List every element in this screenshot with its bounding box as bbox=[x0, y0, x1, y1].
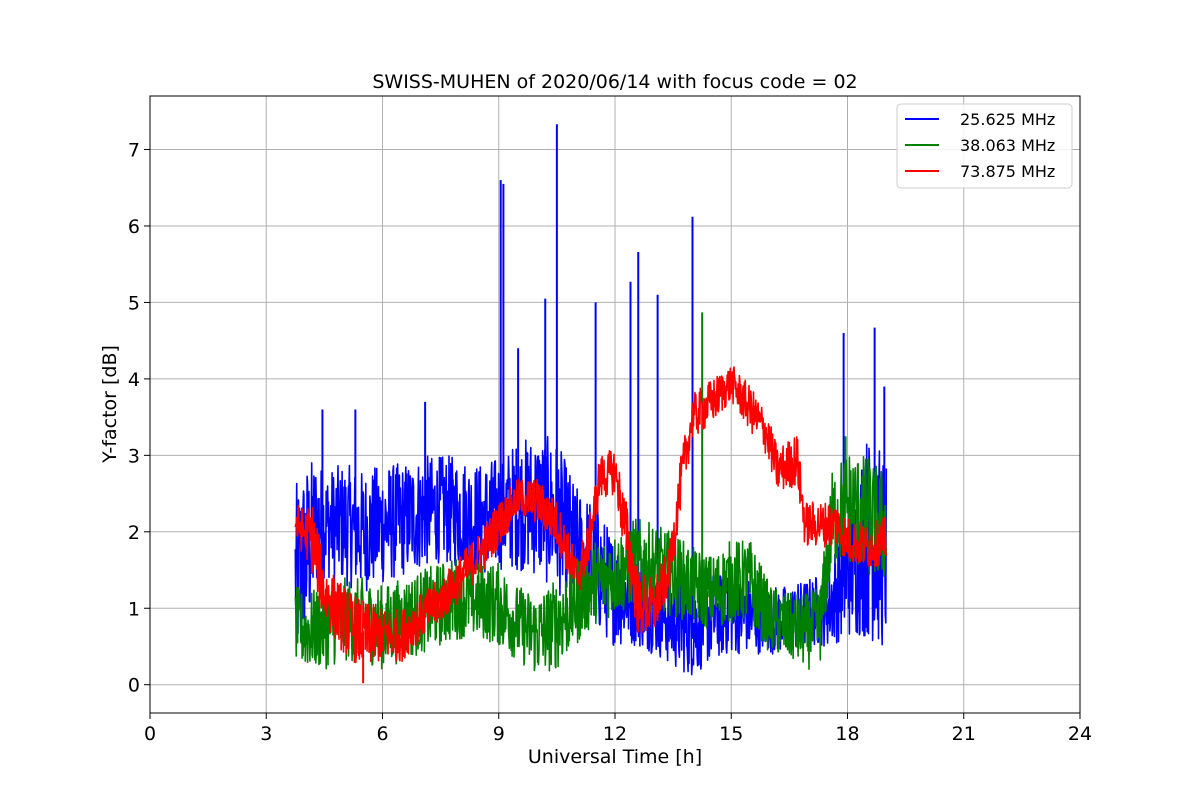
y-tick-label: 5 bbox=[128, 292, 140, 314]
legend-box bbox=[896, 103, 1073, 189]
x-axis-label: Universal Time [h] bbox=[528, 746, 702, 768]
legend: 25.625 MHz 38.063 MHz 73.875 MHz bbox=[896, 103, 1073, 189]
plot-area bbox=[294, 124, 888, 684]
chart-title: SWISS-MUHEN of 2020/06/14 with focus cod… bbox=[372, 71, 857, 93]
legend-label: 73.875 MHz bbox=[960, 162, 1055, 181]
x-tick-label: 15 bbox=[719, 723, 743, 745]
y-tick-label: 4 bbox=[128, 369, 140, 391]
x-tick-label: 24 bbox=[1068, 723, 1092, 745]
x-tick-label: 0 bbox=[144, 723, 156, 745]
y-axis: 0 1 2 3 4 5 6 7 bbox=[128, 140, 150, 697]
x-tick-label: 18 bbox=[835, 723, 859, 745]
x-tick-label: 3 bbox=[260, 723, 272, 745]
legend-label: 25.625 MHz bbox=[960, 110, 1055, 129]
x-tick-label: 21 bbox=[952, 723, 976, 745]
series-2 bbox=[294, 366, 888, 684]
x-axis: 0 3 6 9 12 15 18 21 24 bbox=[144, 713, 1092, 745]
x-tick-label: 9 bbox=[493, 723, 505, 745]
y-tick-label: 6 bbox=[128, 216, 140, 238]
y-tick-label: 7 bbox=[128, 140, 140, 162]
x-tick-label: 12 bbox=[603, 723, 627, 745]
y-tick-label: 0 bbox=[128, 675, 140, 697]
y-axis-label: Y-factor [dB] bbox=[99, 345, 121, 464]
series-line bbox=[294, 366, 888, 664]
y-tick-label: 1 bbox=[128, 598, 140, 620]
y-tick-label: 3 bbox=[128, 445, 140, 467]
x-tick-label: 6 bbox=[376, 723, 388, 745]
legend-label: 38.063 MHz bbox=[960, 136, 1055, 155]
y-tick-label: 2 bbox=[128, 522, 140, 544]
